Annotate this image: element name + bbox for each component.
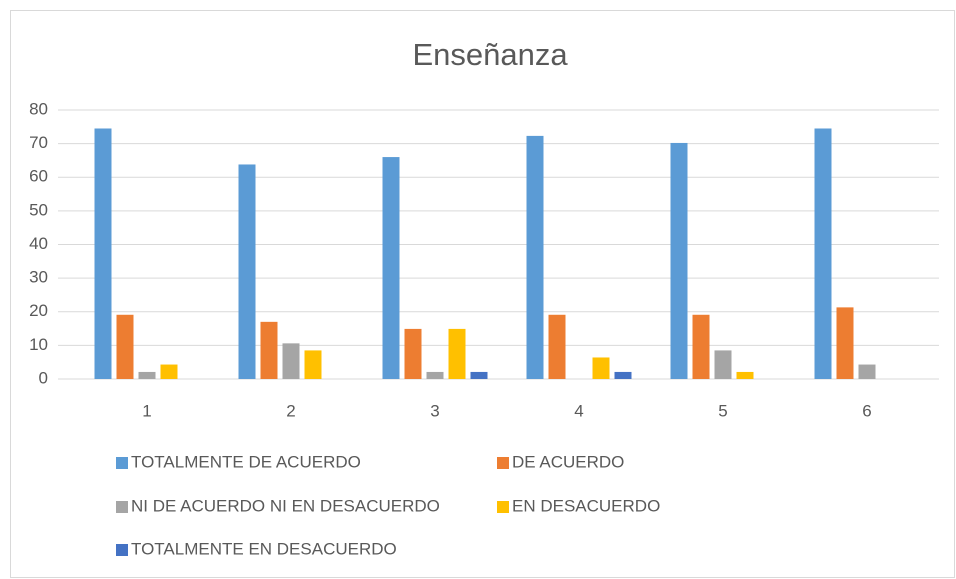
- y-tick-label: 60: [29, 167, 48, 186]
- y-tick-label: 10: [29, 335, 48, 354]
- y-tick-label: 40: [29, 234, 48, 253]
- bar: [282, 343, 300, 379]
- legend-label: TOTALMENTE EN DESACUERDO: [131, 539, 397, 558]
- chart-title: Enseñanza: [412, 37, 568, 72]
- bar: [670, 142, 688, 379]
- legend-label: DE ACUERDO: [512, 452, 624, 471]
- legend-swatch: [116, 544, 128, 556]
- y-tick-label: 70: [29, 133, 48, 152]
- bar: [714, 350, 732, 379]
- bar: [814, 128, 832, 379]
- bar: [470, 371, 488, 379]
- x-tick-label: 5: [718, 401, 727, 420]
- bar: [160, 364, 178, 379]
- legend-swatch: [116, 501, 128, 513]
- bar: [304, 350, 322, 379]
- legend-label: NI DE ACUERDO NI EN DESACUERDO: [131, 496, 440, 515]
- bar: [692, 314, 710, 379]
- bar: [426, 371, 444, 379]
- bar: [404, 328, 422, 379]
- bar: [94, 128, 112, 379]
- y-tick-label: 20: [29, 301, 48, 320]
- legend-label: TOTALMENTE DE ACUERDO: [131, 452, 361, 471]
- bar: [858, 364, 876, 379]
- y-tick-label: 50: [29, 200, 48, 219]
- y-tick-label: 30: [29, 268, 48, 287]
- bar: [238, 164, 256, 379]
- legend-swatch: [497, 501, 509, 513]
- bar: [548, 314, 566, 379]
- bar: [736, 371, 754, 379]
- x-tick-label: 6: [862, 401, 871, 420]
- bar: [592, 357, 610, 379]
- bar: [116, 314, 134, 379]
- legend-label: EN DESACUERDO: [512, 496, 660, 515]
- y-tick-label: 0: [39, 368, 48, 387]
- bar: [260, 321, 278, 379]
- legend-swatch: [497, 457, 509, 469]
- x-tick-label: 3: [430, 401, 439, 420]
- y-tick-label: 80: [29, 99, 48, 118]
- bar: [448, 328, 466, 379]
- bar: [138, 371, 156, 379]
- bar: [614, 371, 632, 379]
- x-tick-label: 2: [286, 401, 295, 420]
- x-tick-label: 1: [142, 401, 151, 420]
- bar: [836, 307, 854, 379]
- bar: [382, 157, 400, 379]
- x-tick-label: 4: [574, 401, 583, 420]
- chart-border: [10, 10, 955, 578]
- legend-swatch: [116, 457, 128, 469]
- bar: [526, 135, 544, 379]
